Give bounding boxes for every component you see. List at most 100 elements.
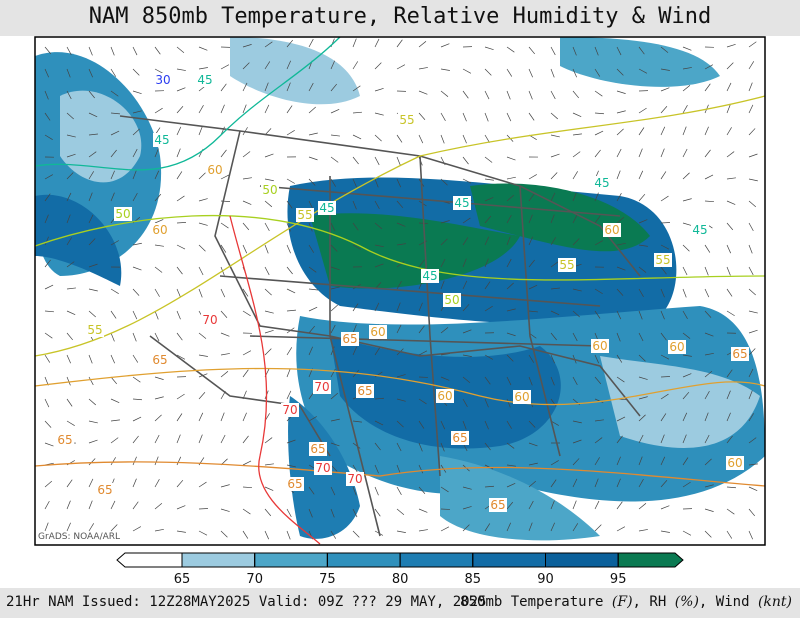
- wind-barb: [638, 414, 646, 422]
- wind-barb: [66, 261, 75, 268]
- wind-barb: [330, 286, 340, 290]
- wind-barb: [396, 530, 406, 533]
- colorbar-swatch: [399, 552, 474, 568]
- wind-barb: [308, 346, 313, 356]
- wind-barb: [484, 112, 489, 122]
- wind-barb: [594, 419, 604, 422]
- contour-label: 50: [115, 207, 130, 221]
- wind-barb: [506, 214, 512, 224]
- wind-barb: [374, 134, 382, 142]
- wind-barb: [418, 486, 426, 495]
- wind-barb: [66, 479, 73, 488]
- wind-barb: [550, 237, 557, 246]
- wind-barb: [396, 486, 402, 496]
- wind-barb: [594, 437, 603, 444]
- contour-label: 65: [357, 384, 372, 398]
- wind-barb: [66, 214, 71, 224]
- wind-barb: [330, 83, 337, 92]
- title: NAM 850mb Temperature, Relative Humidity…: [0, 0, 800, 36]
- wind-barb: [440, 68, 450, 71]
- wind-barb: [462, 112, 467, 122]
- wind-barb: [528, 310, 538, 313]
- rh-area: [440, 456, 600, 541]
- wind-barb: [44, 90, 49, 100]
- wind-barb: [242, 412, 247, 422]
- wind-barb: [550, 460, 559, 466]
- wind-barb: [308, 132, 318, 136]
- wind-barb: [418, 325, 425, 334]
- wind-barb: [616, 310, 622, 320]
- wind-barb: [44, 522, 49, 532]
- wind-barb: [440, 238, 448, 246]
- wind-barb: [352, 134, 362, 140]
- wind-barb: [176, 505, 186, 510]
- isotherm: [34, 461, 766, 487]
- wind-barb: [418, 41, 427, 48]
- wind-barb: [110, 46, 115, 56]
- wind-barb: [374, 442, 381, 451]
- wind-barb: [66, 192, 72, 202]
- boundary: [259, 185, 621, 217]
- wind-barb: [638, 310, 643, 320]
- wind-barb: [440, 526, 450, 532]
- wind-barb: [506, 156, 516, 161]
- contour-label: 65: [97, 483, 112, 497]
- wind-barb: [176, 68, 186, 71]
- wind-barb: [660, 171, 667, 180]
- wind-barb: [132, 46, 138, 56]
- wind-barb: [154, 107, 163, 114]
- wind-barb: [660, 46, 669, 53]
- wind-barb: [176, 195, 185, 202]
- wind-barb: [286, 130, 295, 136]
- boundary: [149, 335, 331, 457]
- wind-barb: [682, 148, 688, 158]
- wind-barb: [220, 484, 230, 488]
- wind-barb: [572, 288, 582, 292]
- wind-barb: [638, 193, 646, 202]
- wind-barb: [66, 237, 72, 246]
- wind-barb: [110, 437, 119, 444]
- wind-barb: [154, 193, 162, 202]
- rh-area: [310, 213, 520, 289]
- wind-barb: [220, 530, 228, 538]
- wind-barb: [176, 434, 181, 444]
- wind-barb: [682, 244, 690, 252]
- wind-barb: [242, 530, 249, 539]
- wind-barb: [352, 530, 360, 538]
- wind-barb: [726, 369, 733, 378]
- wind-barb: [330, 60, 335, 70]
- wind-barb: [330, 324, 336, 334]
- colorbar-swatch: [116, 552, 183, 568]
- wind-barb: [44, 112, 51, 121]
- wind-barb: [374, 347, 381, 356]
- wind-barb: [638, 266, 647, 273]
- colorbar-swatch: [326, 552, 401, 568]
- wind-barb: [110, 310, 117, 319]
- wind-barb: [726, 62, 734, 70]
- wind-barb: [594, 457, 600, 466]
- wind-barb: [484, 354, 494, 360]
- wind-barb: [616, 266, 626, 271]
- wind-barb: [704, 288, 710, 298]
- wind-barb: [66, 134, 76, 138]
- wind-barb: [528, 90, 533, 100]
- wind-barb: [594, 354, 600, 364]
- wind-barb: [704, 244, 711, 253]
- wind-barb: [198, 530, 208, 536]
- wind-barb: [330, 156, 339, 163]
- contour-label-box: [346, 472, 364, 486]
- wind-barb: [572, 420, 582, 424]
- wind-barb: [198, 481, 207, 488]
- issued-text: 21Hr NAM Issued: 12Z28MAY2025 Valid: 09Z…: [6, 594, 487, 610]
- wind-barb: [484, 178, 494, 181]
- contour-label: 45: [422, 269, 437, 283]
- wind-barb: [682, 481, 691, 488]
- wind-barb: [506, 282, 514, 290]
- contour-label: 55: [399, 113, 414, 127]
- wind-barb: [572, 133, 582, 136]
- contour-label-box: [591, 339, 609, 353]
- wind-barb: [616, 170, 621, 180]
- wind-barb: [330, 418, 340, 422]
- wind-barb: [264, 463, 274, 466]
- wind-barb: [484, 523, 491, 532]
